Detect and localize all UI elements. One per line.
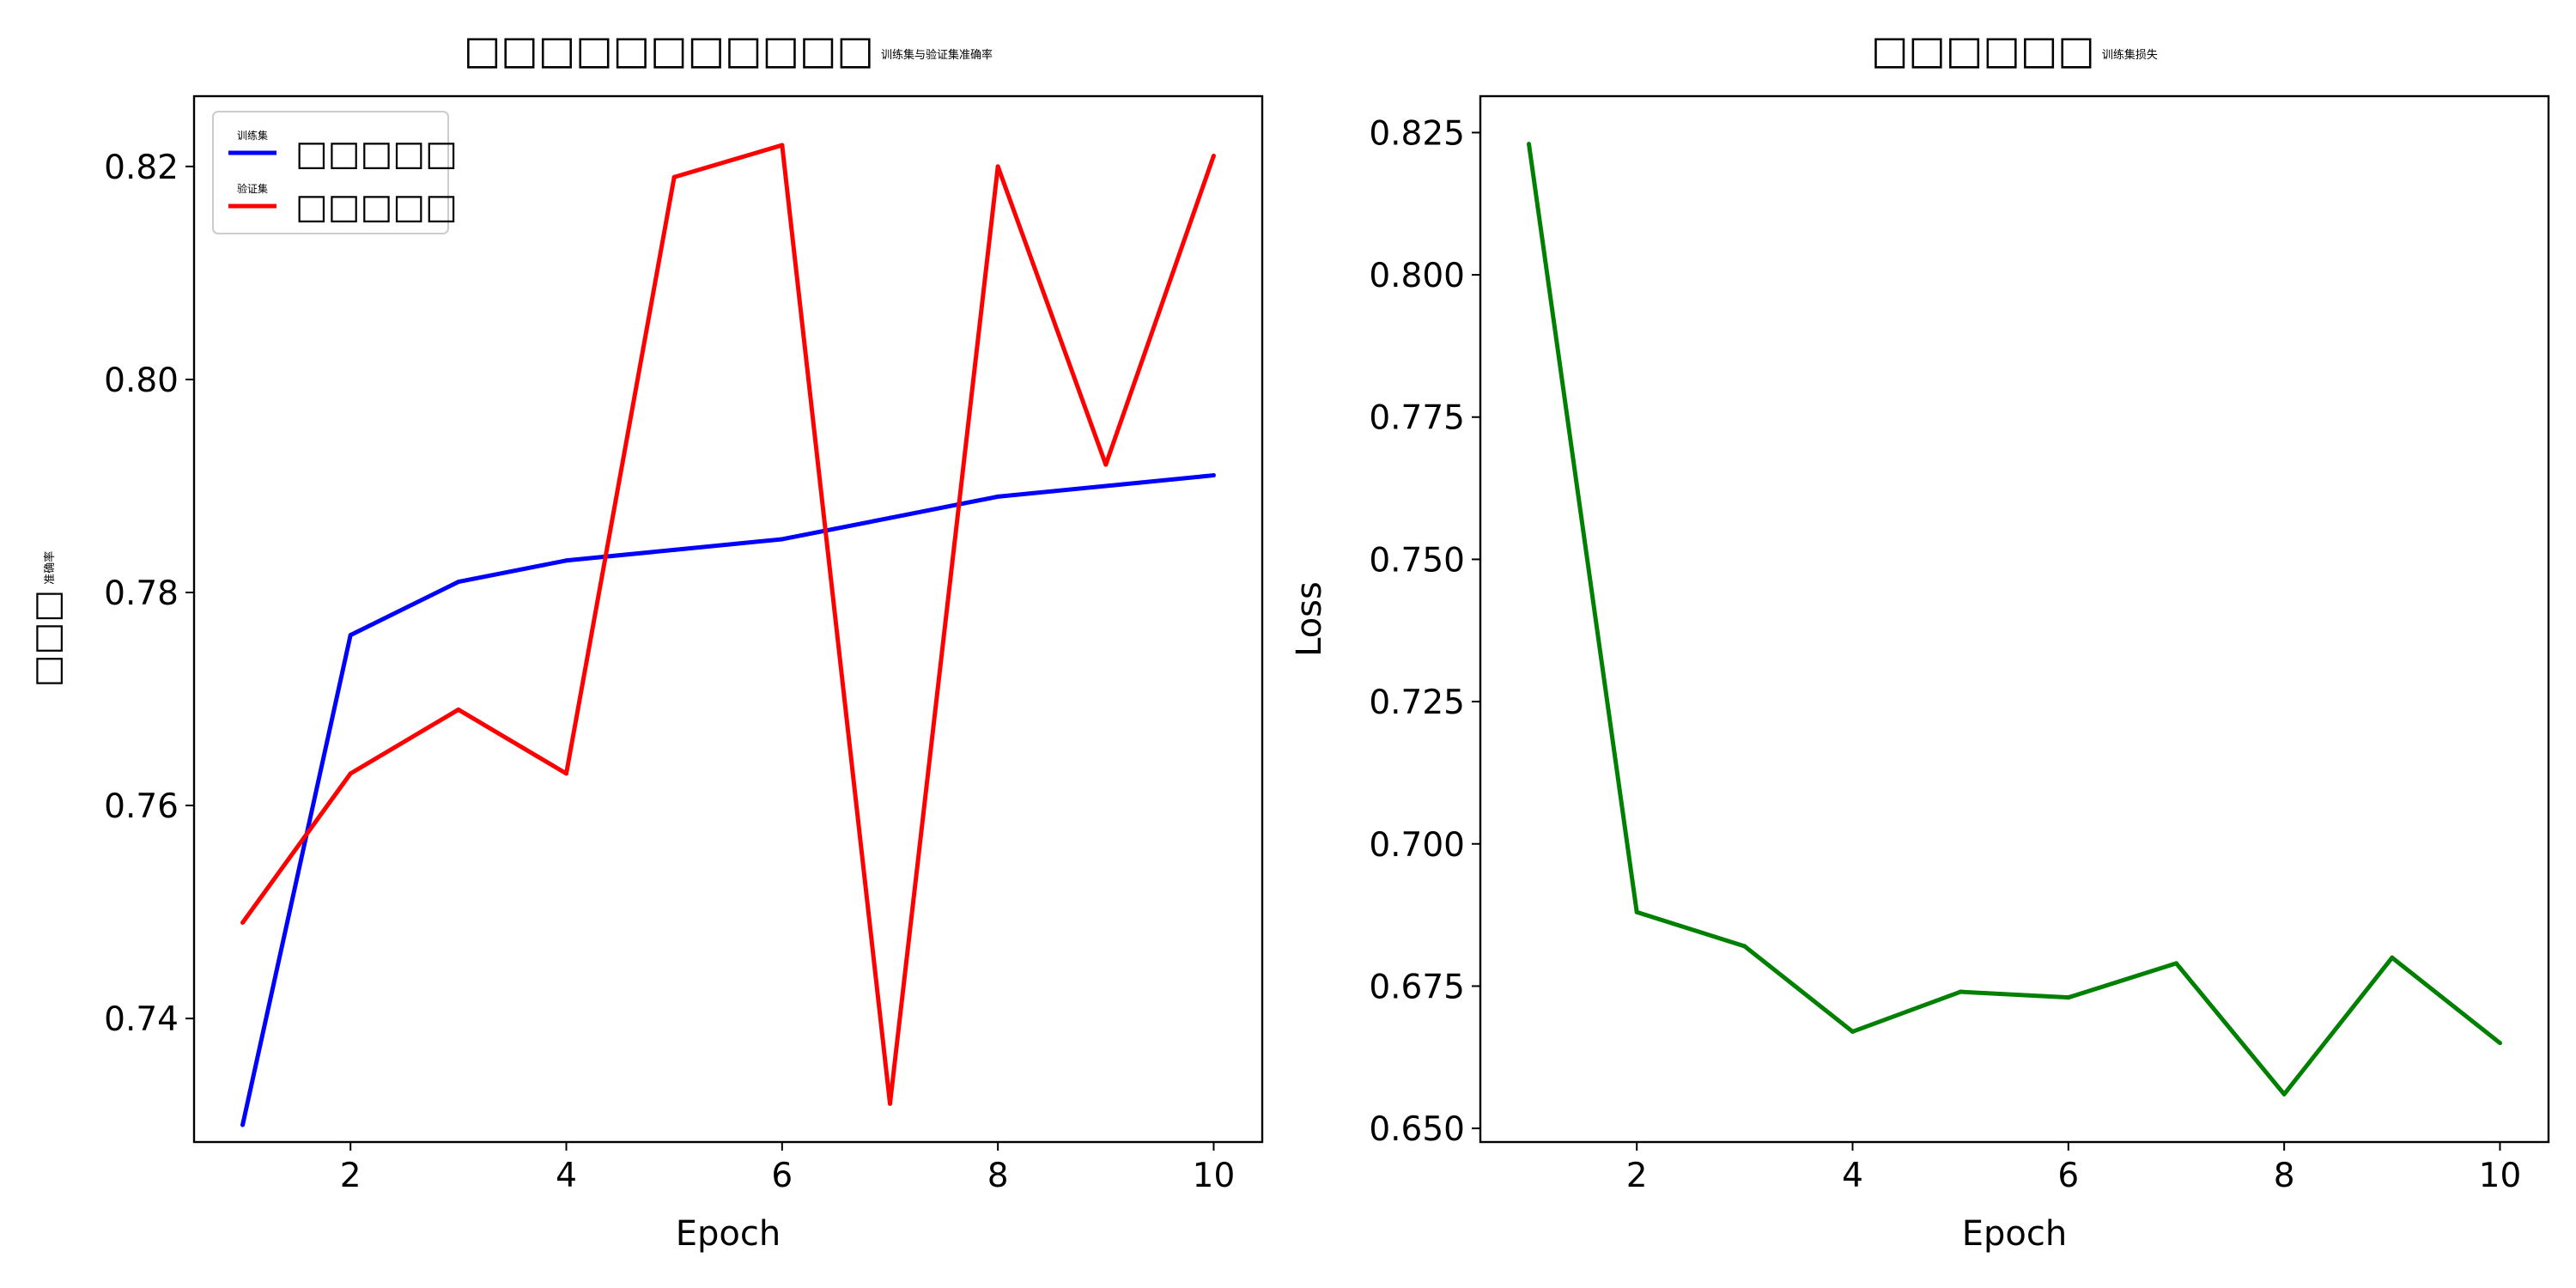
legend-label: □□□□□ <box>295 134 458 173</box>
data-point <box>348 633 353 638</box>
series-line-0 <box>1527 143 2502 1097</box>
chart-title-main: □□□□□□ <box>1871 27 2095 73</box>
axes-frame <box>192 94 1264 1144</box>
x-tick-label: 2 <box>1626 1157 1648 1195</box>
data-point <box>1958 989 1963 994</box>
y-axis-label: □□□ 准确率 <box>27 551 67 687</box>
x-tick-label: 8 <box>2274 1157 2295 1195</box>
loss-chart-panel: □□□□□□ 训练集损失 2 4 6 8 10 0.650 0.675 0.700 0.725 0.7… <box>1290 27 2550 1254</box>
data-point <box>1527 142 1532 147</box>
x-tick-label: 6 <box>771 1157 793 1195</box>
data-point <box>780 537 785 542</box>
x-tick-label: 10 <box>2479 1157 2522 1195</box>
data-point <box>456 580 461 585</box>
data-point <box>2281 1091 2287 1097</box>
accuracy-chart-panel: □□□□□□□□□□□ 训练集与验证集准确率 2 4 6 8 10 0.74 0.76 0.78 0… <box>27 27 1264 1254</box>
chart-title-small: 训练集损失 <box>2102 48 2158 62</box>
legend-box <box>212 111 449 234</box>
data-point <box>240 920 246 925</box>
data-point <box>1634 909 1639 914</box>
legend-small-label: 训练集 <box>237 129 268 142</box>
series-line-1 <box>240 143 1216 1106</box>
x-tick-label: 4 <box>556 1157 577 1195</box>
data-point <box>995 164 1000 169</box>
legend-label: □□□□□ <box>295 187 458 227</box>
y-tick-label: 0.78 <box>104 574 179 613</box>
chart-title-main: □□□□□□□□□□□ <box>464 27 874 73</box>
y-axis-label: Loss <box>1290 581 1329 657</box>
y-tick-label: 0.650 <box>1369 1110 1465 1149</box>
y-tick-label: 0.750 <box>1369 541 1465 580</box>
x-tick-label: 6 <box>2057 1157 2079 1195</box>
x-tick-label: 10 <box>1193 1157 1236 1195</box>
chart-title: □□□□□□□□□□□ 训练集与验证集准确率 <box>464 27 993 73</box>
data-point <box>671 547 677 552</box>
y-tick-label: 0.800 <box>1369 257 1465 295</box>
data-point <box>2497 1041 2502 1046</box>
data-point <box>995 494 1000 499</box>
x-tick-label: 2 <box>340 1157 361 1195</box>
data-point <box>456 707 461 712</box>
data-point <box>887 1101 892 1106</box>
y-axis-label-small: 准确率 <box>43 551 57 585</box>
data-point <box>1850 1029 1856 1034</box>
y-axis-label-main: Loss <box>1290 581 1329 657</box>
x-axis-label: Epoch <box>1962 1214 2067 1254</box>
data-point <box>2173 961 2178 966</box>
data-point <box>780 143 785 148</box>
data-point <box>1211 153 1216 158</box>
data-point <box>2066 995 2071 1000</box>
chart-title-small: 训练集与验证集准确率 <box>881 48 993 62</box>
data-point <box>1103 462 1109 467</box>
y-tick-label: 0.82 <box>104 149 179 187</box>
data-point <box>671 174 677 179</box>
y-tick-label: 0.76 <box>104 787 179 826</box>
y-axis-label-main: □□□ <box>27 590 67 687</box>
y-tick-label: 0.74 <box>104 1000 179 1039</box>
data-point <box>240 1122 246 1127</box>
axes-frame <box>1479 94 2550 1144</box>
data-point <box>1742 944 1747 949</box>
x-tick-label: 8 <box>987 1157 1009 1195</box>
x-axis-label: Epoch <box>676 1214 781 1254</box>
data-point <box>348 771 353 776</box>
chart-title: □□□□□□ 训练集损失 <box>1871 27 2158 73</box>
y-tick-label: 0.775 <box>1369 399 1465 438</box>
y-tick-label: 0.675 <box>1369 968 1465 1006</box>
data-point <box>564 771 569 776</box>
data-point <box>2390 955 2395 960</box>
data-point <box>1103 483 1109 489</box>
y-tick-label: 0.700 <box>1369 826 1465 865</box>
series-line-0 <box>240 473 1214 1126</box>
legend-small-label: 验证集 <box>237 182 268 195</box>
y-tick-label: 0.725 <box>1369 683 1465 722</box>
data-point <box>887 515 892 520</box>
y-tick-label: 0.825 <box>1369 114 1465 153</box>
data-point <box>1211 473 1216 478</box>
y-tick-label: 0.80 <box>104 361 179 400</box>
x-tick-label: 4 <box>1842 1157 1863 1195</box>
data-point <box>564 558 569 563</box>
